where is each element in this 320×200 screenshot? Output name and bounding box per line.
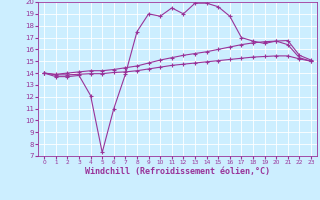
X-axis label: Windchill (Refroidissement éolien,°C): Windchill (Refroidissement éolien,°C) <box>85 167 270 176</box>
